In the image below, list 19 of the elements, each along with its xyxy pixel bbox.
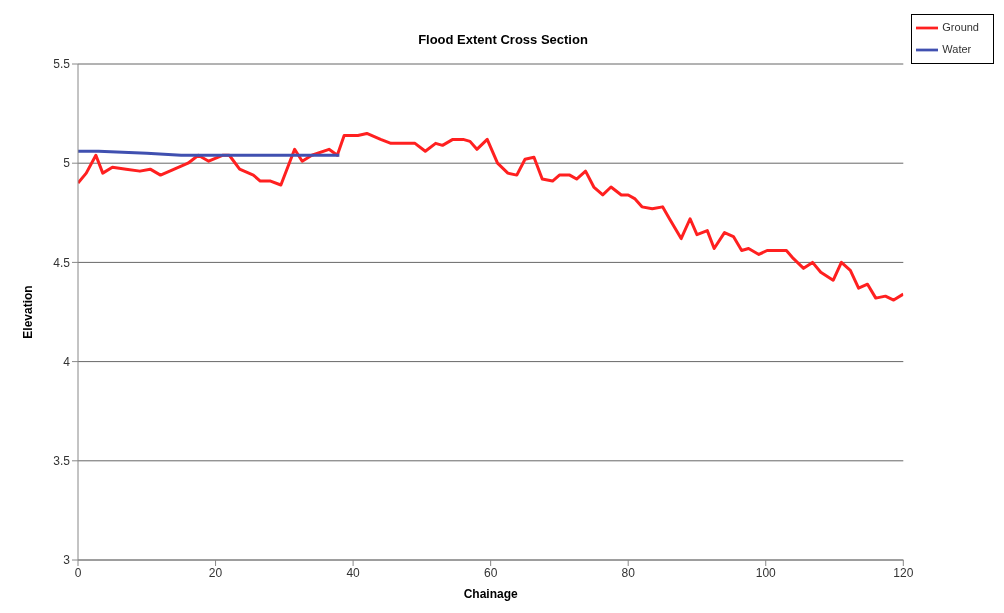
x-tick-label: 100	[755, 565, 777, 580]
x-tick-label: 20	[208, 565, 223, 580]
x-tick-label: 40	[346, 565, 361, 580]
y-tick-label: 3.5	[53, 454, 71, 469]
y-axis-title: Elevation	[21, 285, 36, 339]
line-series	[78, 131, 904, 302]
x-tick-label: 0	[74, 565, 82, 580]
y-tick-label: 3	[63, 553, 71, 568]
x-tick-label: 80	[621, 565, 636, 580]
x-tick-label: 120	[893, 565, 914, 580]
y-tick-label: 5	[63, 156, 71, 171]
x-tick-label: 60	[483, 565, 498, 580]
y-tick-label: 4.5	[53, 255, 71, 270]
chart-title: Flood Extent Cross Section	[418, 32, 588, 47]
legend-label: Water	[942, 42, 972, 55]
y-tick-label: 4	[63, 354, 71, 369]
x-axis-title: Chainage	[463, 587, 518, 601]
y-tick-label: 5.5	[53, 57, 71, 72]
legend-label: Ground	[942, 20, 979, 33]
